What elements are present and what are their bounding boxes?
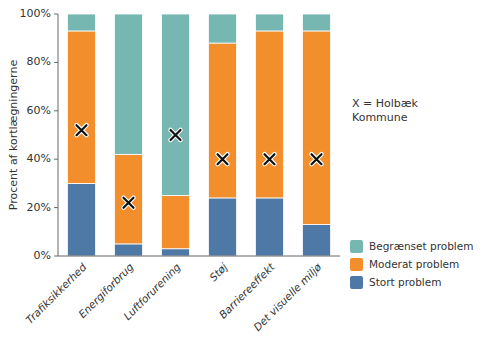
y-axis-label: Procent af kortlægningerne	[7, 60, 20, 211]
legend-label: Moderat problem	[369, 258, 459, 270]
bar-segment	[67, 14, 95, 31]
legend: Begrænset problem Moderat problem Stort pr…	[350, 240, 473, 289]
bar-segment	[302, 31, 330, 225]
marker-halo	[312, 154, 322, 164]
y-tick	[54, 256, 58, 257]
x-marker	[171, 130, 181, 140]
x-marker	[218, 154, 228, 164]
y-tick	[54, 159, 58, 160]
x-marker	[124, 198, 134, 208]
legend-swatch	[350, 276, 363, 289]
chart-container: 0% 20% 40% 60% 80% 100% Procent af kortlægning…	[0, 0, 484, 343]
bar-segment	[67, 183, 95, 256]
marker-halo	[171, 130, 181, 140]
y-tick	[54, 62, 58, 63]
chart-svg: 0% 20% 40% 60% 80% 100% Procent af kortlægning…	[0, 0, 484, 343]
x-tick-label: Luftforurening	[121, 260, 183, 322]
annotation-line: Kommune	[352, 111, 408, 124]
bar-segment	[161, 14, 189, 196]
y-tick-label: 60%	[27, 104, 51, 117]
marker-halo	[124, 198, 134, 208]
y-tick-label: 0%	[34, 249, 51, 262]
x-marker	[265, 154, 275, 164]
y-tick	[54, 110, 58, 111]
bar-segment	[161, 196, 189, 249]
y-tick-label: 40%	[27, 152, 51, 165]
bar-segment	[208, 14, 236, 43]
x-axis-line	[58, 256, 340, 257]
bar-segment	[114, 244, 142, 256]
bar-segment	[114, 154, 142, 244]
legend-swatch	[350, 240, 363, 253]
plot-area	[67, 14, 330, 256]
x-tick-label: Det visuelle miljø	[251, 260, 324, 333]
bar-segment	[302, 225, 330, 256]
bar-segment	[67, 31, 95, 183]
bar-segment	[255, 14, 283, 31]
y-tick	[54, 14, 58, 15]
legend-label: Begrænset problem	[369, 240, 473, 252]
bar-segment	[208, 43, 236, 198]
y-tick-label: 80%	[27, 55, 51, 68]
bar-segment	[114, 14, 142, 154]
annotation-line: X = Holbæk	[352, 97, 419, 110]
marker-halo	[77, 125, 87, 135]
y-tick-label: 20%	[27, 201, 51, 214]
marker-halo	[265, 154, 275, 164]
y-axis: 0% 20% 40% 60% 80% 100%	[20, 7, 58, 262]
marker-halo	[218, 154, 228, 164]
bar-segment	[161, 249, 189, 256]
bar-segment	[255, 31, 283, 198]
y-axis-line	[58, 14, 59, 256]
x-tick-label: Støj	[207, 261, 230, 284]
y-tick-label: 100%	[20, 7, 51, 20]
x-marker	[312, 154, 322, 164]
y-tick	[54, 207, 58, 208]
legend-label: Stort problem	[369, 276, 441, 288]
annotation: X = HolbækKommune	[352, 97, 419, 124]
x-axis: TrafiksikkerhedEnergiforbrugLuftforureni…	[23, 256, 340, 333]
bar-segment	[302, 14, 330, 31]
bar-segment	[208, 198, 236, 256]
x-marker	[77, 125, 87, 135]
legend-swatch	[350, 258, 363, 271]
bar-segment	[255, 198, 283, 256]
